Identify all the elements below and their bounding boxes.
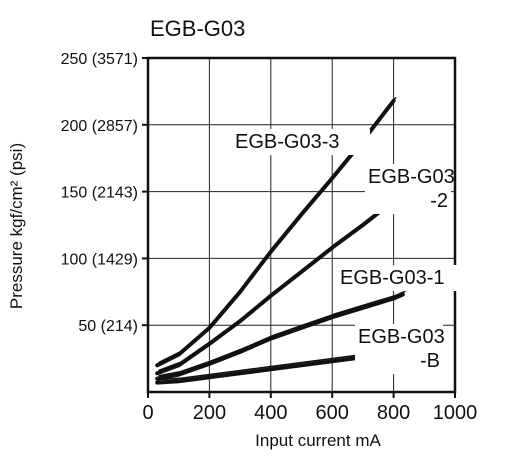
series-line-return-egb-g03-1 bbox=[158, 290, 406, 377]
y-tick-labels: 50 (214) 100 (1429) 150 (2143) 200 (2857) 25… bbox=[61, 51, 138, 335]
x-tick-label: 200 bbox=[193, 402, 226, 424]
plot-frame bbox=[146, 56, 457, 394]
y-axis-title: Pressure kgf/cm² (psi) bbox=[7, 143, 26, 309]
x-axis-title: Input current mA bbox=[255, 431, 381, 450]
series-label-bg bbox=[365, 164, 451, 214]
x-tick-label: 1000 bbox=[433, 402, 478, 424]
y-tick-label: 150 (2143) bbox=[61, 185, 138, 202]
series-label: EGB-G03-3 bbox=[235, 131, 339, 153]
axes bbox=[142, 56, 457, 398]
y-tick-label: 250 (3571) bbox=[61, 51, 138, 68]
series-label: EGB-G03-1 bbox=[340, 267, 444, 289]
series-line-egb-g03-1 bbox=[155, 292, 405, 381]
y-tick-label: 100 (1429) bbox=[61, 251, 138, 268]
chart-title: EGB-G03 bbox=[150, 16, 245, 41]
series-label: -B bbox=[420, 350, 440, 372]
series-label: EGB-G03 bbox=[368, 166, 455, 188]
x-tick-label: 800 bbox=[377, 402, 410, 424]
series-label: EGB-G03 bbox=[358, 326, 445, 348]
series-line-return-egb-g03-b bbox=[158, 349, 397, 381]
series-label: -2 bbox=[430, 190, 448, 212]
x-tick-label: 600 bbox=[316, 402, 349, 424]
x-tick-label: 0 bbox=[142, 402, 153, 424]
x-tick-labels: 0 200 400 600 800 1000 bbox=[142, 402, 477, 424]
series-label-bg bbox=[232, 129, 370, 155]
series-line-egb-g03-b bbox=[155, 351, 396, 385]
x-tick-label: 400 bbox=[254, 402, 287, 424]
y-tick-label: 50 (214) bbox=[78, 318, 138, 335]
y-tick-label: 200 (2857) bbox=[61, 118, 138, 135]
series-label-bg bbox=[337, 265, 461, 291]
series-label-bg bbox=[355, 324, 443, 374]
